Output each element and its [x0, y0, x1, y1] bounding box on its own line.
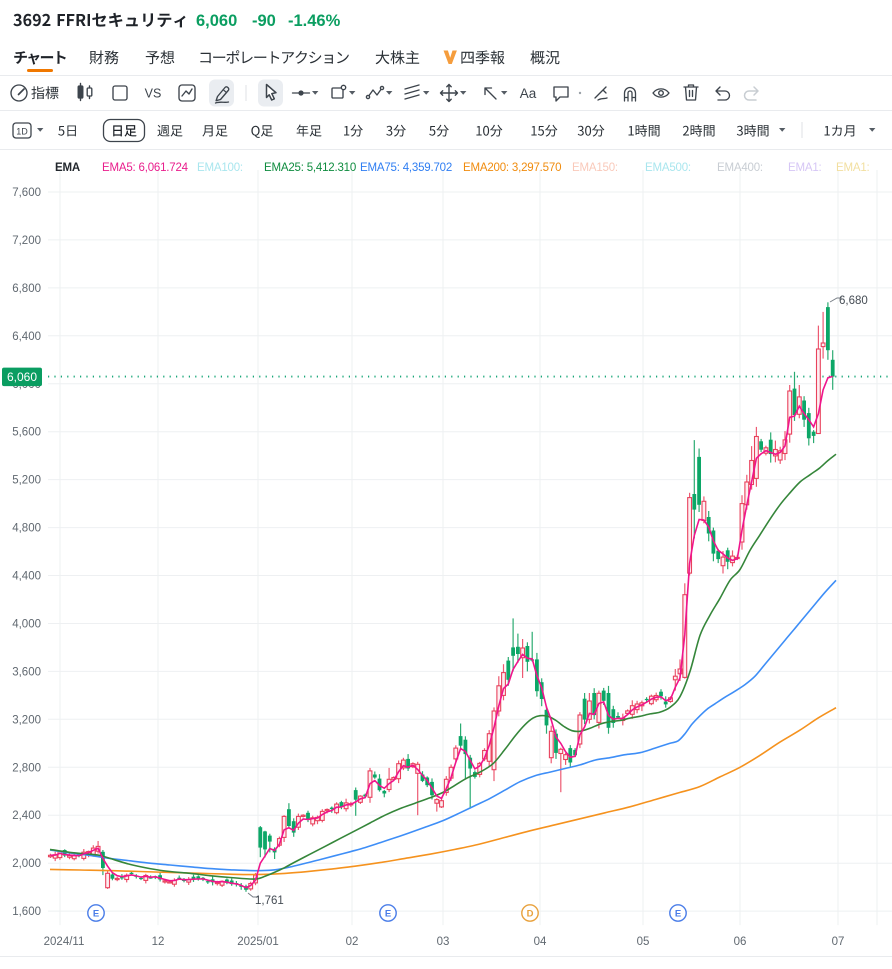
svg-text:E: E: [93, 909, 99, 920]
svg-text:6,680: 6,680: [839, 295, 868, 307]
svg-text:E: E: [385, 909, 391, 920]
svg-text:03: 03: [437, 936, 450, 948]
svg-text:Aa: Aa: [520, 86, 537, 101]
svg-text:4,800: 4,800: [12, 523, 41, 535]
svg-text:1,761: 1,761: [255, 895, 284, 907]
svg-text:2,400: 2,400: [12, 810, 41, 822]
svg-text:6,400: 6,400: [12, 331, 41, 343]
svg-text:07: 07: [832, 936, 845, 948]
svg-text:2,800: 2,800: [12, 762, 41, 774]
svg-text:3,600: 3,600: [12, 666, 41, 678]
svg-text:12: 12: [152, 936, 165, 948]
svg-text:05: 05: [637, 936, 650, 948]
svg-text:7,600: 7,600: [12, 187, 41, 199]
svg-text:3,200: 3,200: [12, 714, 41, 726]
svg-text:04: 04: [534, 936, 547, 948]
svg-text:5,600: 5,600: [12, 427, 41, 439]
svg-text:7,200: 7,200: [12, 235, 41, 247]
svg-text:02: 02: [346, 936, 359, 948]
svg-text:4,400: 4,400: [12, 571, 41, 583]
svg-text:6,800: 6,800: [12, 283, 41, 295]
svg-text:2025/01: 2025/01: [237, 936, 279, 948]
svg-text:D: D: [527, 909, 534, 920]
svg-text:1D: 1D: [16, 127, 28, 137]
svg-text:2,000: 2,000: [12, 858, 41, 870]
svg-text:4,000: 4,000: [12, 619, 41, 631]
svg-text:VS: VS: [145, 87, 162, 101]
svg-text:5,200: 5,200: [12, 475, 41, 487]
svg-text:1,600: 1,600: [12, 906, 41, 918]
svg-text:2024/11: 2024/11: [44, 936, 85, 948]
svg-text:6,060-90-1.46%: 6,060 -90 -1.46%: [196, 12, 341, 30]
svg-text:06: 06: [734, 936, 747, 948]
svg-text:6,060: 6,060: [7, 370, 37, 384]
svg-text:E: E: [675, 909, 681, 920]
